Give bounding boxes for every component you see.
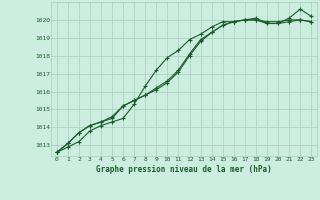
X-axis label: Graphe pression niveau de la mer (hPa): Graphe pression niveau de la mer (hPa) — [96, 165, 272, 174]
